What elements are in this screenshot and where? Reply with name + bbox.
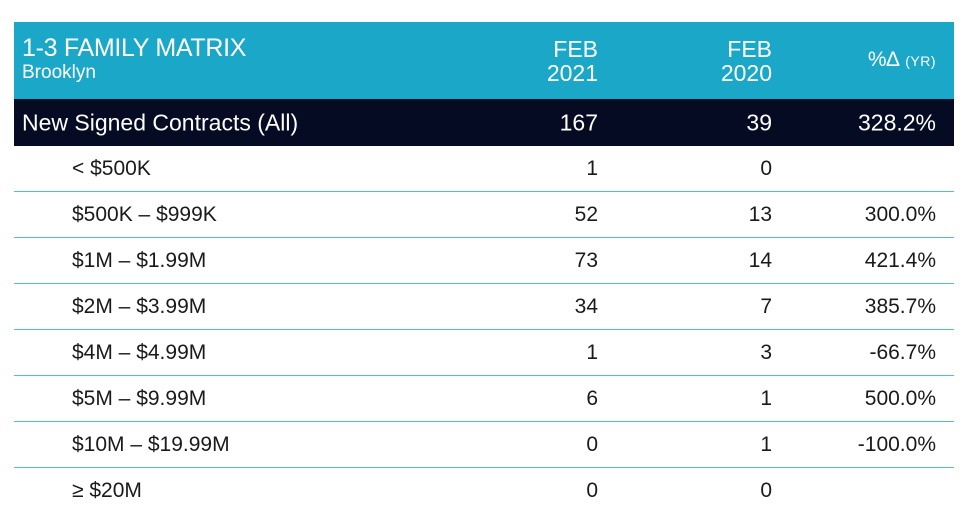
table-row: $4M – $4.99M 1 3 -66.7% [14,330,954,376]
column-header-feb-2020: FEB 2020 [721,37,772,85]
column-header-month: FEB [553,36,598,62]
total-value-2020: 39 [746,109,772,135]
total-row: New Signed Contracts (All) 167 39 328.2% [14,99,954,146]
column-header-pct-change: %∆ (YR) [868,48,936,73]
row-value-2021: 1 [586,156,598,180]
table-row: $500K – $999K 52 13 300.0% [14,192,954,238]
header-title-block: 1-3 FAMILY MATRIX Brooklyn [22,35,246,84]
column-header-feb-2021: FEB 2021 [547,37,598,85]
table-body: < $500K 1 0 $500K – $999K 52 13 300.0% $… [14,146,954,514]
row-value-2021: 52 [574,202,598,226]
pct-change-symbol: %∆ [867,48,900,71]
row-value-2020: 1 [760,432,772,456]
row-pct-change: 500.0% [864,386,936,410]
total-label: New Signed Contracts (All) [22,109,299,135]
table-row: $5M – $9.99M 6 1 500.0% [14,376,954,422]
row-value-2020: 3 [760,340,772,364]
row-pct-change: -66.7% [869,340,936,364]
row-value-2020: 0 [760,156,772,180]
table-row: $10M – $19.99M 0 1 -100.0% [14,422,954,468]
total-value-2021: 167 [559,109,598,135]
table-row: ≥ $20M 0 0 [14,468,954,514]
row-value-2020: 7 [760,294,772,318]
table-title: 1-3 FAMILY MATRIX [22,34,247,62]
row-label: $2M – $3.99M [72,294,207,318]
row-pct-change: -100.0% [857,432,936,456]
row-label: $500K – $999K [72,202,217,226]
row-pct-change: 385.7% [864,294,936,318]
row-label: ≥ $20M [72,479,142,502]
row-value-2021: 34 [574,294,598,318]
matrix-table: 1-3 FAMILY MATRIX Brooklyn FEB 2021 FEB … [14,22,954,514]
table-row: $2M – $3.99M 34 7 385.7% [14,284,954,330]
row-value-2021: 73 [574,248,598,272]
pct-change-suffix: (YR) [905,53,936,69]
row-label: $10M – $19.99M [72,432,230,456]
row-value-2021: 0 [586,432,598,456]
row-label: $5M – $9.99M [72,386,207,410]
table-subtitle: Brooklyn [22,62,96,83]
row-value-2021: 0 [586,479,598,502]
column-header-year: 2020 [720,60,772,86]
row-pct-change: 421.4% [864,248,936,272]
column-header-year: 2021 [546,60,598,86]
total-pct-change: 328.2% [857,109,936,135]
row-value-2020: 0 [760,479,772,502]
table-row: < $500K 1 0 [14,146,954,192]
row-label: $4M – $4.99M [72,340,207,364]
row-value-2020: 13 [748,202,772,226]
table-header: 1-3 FAMILY MATRIX Brooklyn FEB 2021 FEB … [14,22,954,99]
row-value-2021: 6 [586,386,598,410]
row-value-2020: 1 [760,386,772,410]
row-pct-change: 300.0% [864,202,936,226]
row-value-2020: 14 [748,248,772,272]
row-value-2021: 1 [586,340,598,364]
table-row: $1M – $1.99M 73 14 421.4% [14,238,954,284]
row-label: $1M – $1.99M [72,248,207,272]
column-header-month: FEB [727,36,772,62]
row-label: < $500K [72,156,151,180]
